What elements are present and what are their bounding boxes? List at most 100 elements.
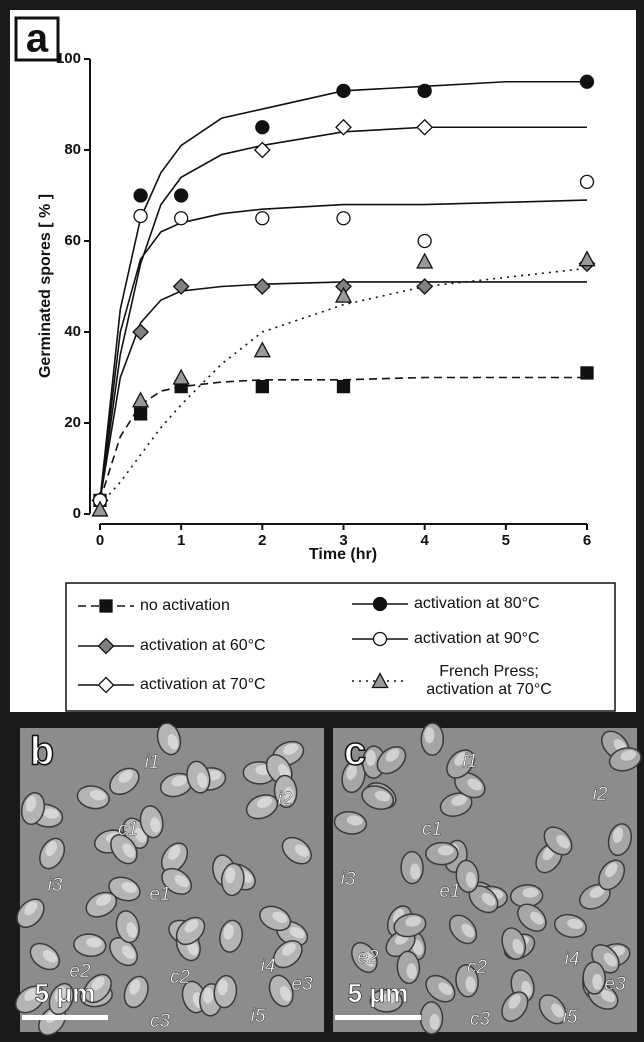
spore-label: e3 [604, 974, 626, 995]
spore-highlight [605, 862, 618, 878]
spore-highlight [42, 950, 57, 963]
spore-highlight [54, 986, 66, 1002]
spore-highlight [405, 916, 422, 927]
data-point [131, 391, 150, 408]
spore-highlight [522, 887, 539, 898]
spore-label: i3 [341, 869, 356, 890]
scale-bar [22, 1015, 108, 1020]
spore-highlight [363, 952, 376, 967]
data-point [132, 323, 150, 341]
data-point [253, 141, 271, 159]
x-tick-label: 3 [339, 532, 347, 549]
spore-label: c2 [170, 967, 191, 988]
data-point [336, 83, 351, 98]
spore-highlight [508, 994, 521, 1009]
spore-label: e2 [357, 947, 379, 968]
fit-curve [99, 267, 588, 506]
legend-box [65, 582, 616, 712]
data-point [174, 188, 189, 203]
legend-label: activation at 60°C [140, 637, 266, 654]
legend-entry: activation at 80°C [414, 595, 540, 612]
spore-highlight [256, 796, 273, 808]
spore-highlight [461, 923, 475, 938]
spore-highlight [282, 743, 299, 755]
spores [14, 722, 312, 1036]
spore-highlight [365, 750, 376, 767]
fit-curve [99, 281, 587, 501]
spore-highlight [223, 923, 234, 940]
spore-highlight [600, 990, 616, 1003]
fit-curve [99, 199, 588, 501]
spore-label: e1 [439, 881, 460, 902]
spore-highlight [96, 894, 112, 906]
spore-highlight [121, 945, 136, 960]
spore-highlight [592, 973, 603, 990]
spore-label: c1 [118, 819, 138, 840]
panel-label: a [26, 17, 49, 61]
spore-label: c1 [422, 819, 442, 840]
y-tick-label: 40 [64, 323, 81, 340]
spore-highlight [556, 834, 570, 849]
spore-label: i3 [48, 875, 63, 896]
data-point [253, 278, 271, 295]
legend-entry: French Press; activation at 70°C [426, 663, 552, 698]
x-tick-label: 6 [583, 532, 591, 549]
spore-highlight [279, 985, 291, 1002]
spore-highlight [43, 808, 60, 819]
data-point [336, 211, 351, 226]
x-tick-label: 4 [420, 532, 429, 549]
spore-highlight [465, 871, 476, 888]
spore-label: i4 [261, 956, 276, 977]
spore-label: c2 [467, 957, 488, 978]
spore-highlight [382, 992, 399, 1003]
spore-highlight [25, 796, 37, 812]
y-tick-label: 80 [64, 141, 81, 158]
spore-label: e2 [69, 961, 91, 982]
spore-highlight [589, 886, 605, 898]
spore-highlight [197, 772, 208, 789]
spore-highlight [612, 827, 624, 843]
spore-highlight [374, 790, 391, 802]
x-tick-label: 2 [258, 532, 266, 549]
spore-highlight [283, 787, 295, 804]
data-point [416, 252, 434, 269]
y-tick-label: 0 [73, 505, 81, 522]
spore-label: i1 [463, 751, 478, 772]
spore-highlight [174, 875, 189, 888]
spore-highlight [171, 775, 187, 787]
data-point [133, 407, 148, 421]
spore-highlight [24, 988, 39, 1001]
spore-label: i2 [593, 784, 608, 805]
spore-highlight [272, 911, 288, 923]
data-point [172, 368, 190, 385]
data-point [172, 278, 190, 295]
spore-highlight [217, 979, 228, 996]
legend-entry: activation at 90°C [414, 630, 540, 647]
spore-highlight [45, 841, 58, 857]
panel-label: c [344, 730, 366, 774]
spore-highlight [424, 727, 435, 744]
spore-highlight [454, 752, 468, 766]
spore-highlight [203, 987, 214, 1004]
spore-label: c3 [150, 1011, 171, 1032]
spore-highlight [225, 867, 236, 884]
spore-highlight [122, 843, 135, 858]
spore-highlight [118, 770, 133, 783]
fit-curve [99, 376, 587, 501]
data-point [417, 83, 432, 98]
panel-label: b [30, 730, 54, 774]
spore-highlight [620, 750, 637, 761]
y-tick-label: 60 [64, 232, 81, 249]
scale-bar [335, 1015, 421, 1020]
spore-highlight [294, 844, 309, 858]
spore-label: e1 [149, 884, 170, 905]
fit-curve [99, 126, 587, 501]
spore-label: i5 [563, 1007, 578, 1028]
spore-highlight [277, 764, 290, 779]
data-point [579, 174, 595, 190]
spores [333, 722, 642, 1035]
y-tick-label: 20 [64, 414, 81, 431]
data-point [578, 250, 596, 267]
fit-curve [99, 80, 587, 501]
